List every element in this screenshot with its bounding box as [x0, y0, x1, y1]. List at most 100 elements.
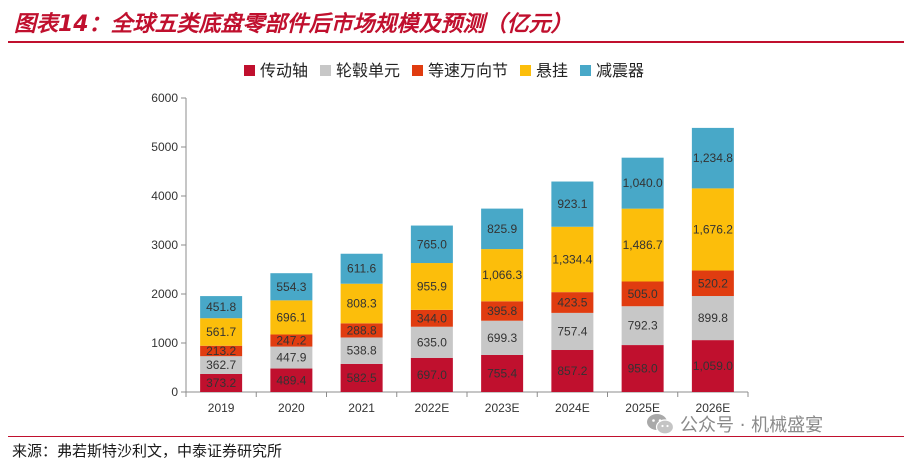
legend-item: 悬挂 [520, 61, 568, 80]
data-label: 825.9 [487, 222, 517, 236]
title-bar: 图表14：全球五类底盘零部件后市场规模及预测（亿元） [0, 0, 916, 40]
source-note: 来源：弗若斯特沙利文，中泰证券研究所 [12, 442, 283, 460]
legend-label: 等速万向节 [428, 61, 508, 80]
data-label: 538.8 [347, 344, 377, 358]
chart-legend: 传动轴 轮毂单元 等速万向节 悬挂 减震器 [244, 61, 644, 80]
data-label: 505.0 [628, 287, 658, 301]
bar-segment [621, 281, 664, 307]
data-label: 1,066.3 [482, 268, 522, 282]
x-tick-label: 2024E [555, 401, 590, 415]
legend-item: 轮毂单元 [320, 61, 400, 80]
bar-segment [340, 363, 383, 392]
legend-item: 等速万向节 [412, 61, 508, 80]
bar-segment [691, 270, 734, 297]
bar-segment [200, 373, 243, 392]
x-tick-label: 2025E [625, 401, 660, 415]
bar-segment [481, 320, 524, 355]
x-axis: 2019 2020 2021 2022E 2023E 2024E 2025E 2026E [185, 391, 749, 415]
bar-segment [340, 323, 383, 338]
data-label: 582.5 [347, 371, 377, 385]
legend-item: 减震器 [580, 61, 644, 80]
data-label: 1,676.2 [693, 222, 733, 236]
bar-segment [340, 337, 383, 364]
bar-segment [410, 225, 453, 264]
data-label: 1,334.4 [552, 252, 592, 266]
y-tick-label: 5000 [151, 140, 178, 154]
bar-segment [200, 296, 243, 319]
bar-segment [551, 292, 594, 313]
data-label: 373.2 [206, 376, 236, 390]
watermark: 公众号 · 机械盛宴 [646, 412, 823, 436]
watermark-text: 公众号 · 机械盛宴 [680, 415, 824, 436]
y-tick-label: 0 [171, 385, 178, 399]
legend-swatch [580, 65, 591, 76]
bar-segment [551, 181, 594, 227]
data-label: 1,234.8 [693, 151, 733, 165]
bar-segment [481, 208, 524, 250]
bar-segment [270, 300, 313, 335]
bar-stack: 958.0 792.3 505.0 1,486.7 1,040.0 [621, 157, 664, 392]
legend-label: 传动轴 [260, 61, 308, 80]
data-label: 395.8 [487, 304, 517, 318]
data-label: 611.6 [347, 262, 376, 276]
y-tick-label: 2000 [151, 287, 178, 301]
x-tick-label: 2019 [208, 401, 235, 415]
bar-segment [200, 356, 243, 374]
data-label: 699.3 [487, 331, 517, 345]
x-tick-label: 2026E [696, 401, 731, 415]
data-label: 213.2 [206, 344, 236, 358]
bar-segment [691, 296, 734, 341]
legend-label: 轮毂单元 [336, 61, 400, 80]
bar-segment [410, 357, 453, 392]
bar-segment [691, 188, 734, 271]
data-label: 755.4 [487, 366, 517, 380]
figure-title: 图表14：全球五类底盘零部件后市场规模及预测（亿元） [14, 12, 573, 37]
bar-stack: 1,059.0 899.8 520.2 1,676.2 1,234.8 [691, 127, 734, 392]
y-tick-label: 4000 [151, 189, 178, 203]
data-label: 757.4 [557, 324, 587, 338]
legend-label: 悬挂 [536, 61, 568, 80]
wechat-icon [647, 414, 674, 435]
bar-segment [200, 345, 243, 357]
bar-segment [200, 318, 243, 346]
data-label: 765.0 [417, 237, 447, 251]
data-label: 1,040.0 [623, 176, 663, 190]
bar-segment [621, 157, 664, 209]
data-label: 958.0 [628, 362, 658, 376]
bar-segment [270, 346, 313, 369]
data-label: 344.0 [417, 311, 447, 325]
footer-rule [8, 436, 904, 437]
legend-label: 减震器 [596, 61, 644, 80]
data-label: 923.1 [557, 197, 587, 211]
legend-item: 传动轴 [244, 61, 308, 80]
x-tick-label: 2021 [348, 401, 375, 415]
bar-stack: 489.4 447.9 247.2 696.1 554.3 [270, 273, 313, 392]
x-tick-label: 2023E [485, 401, 520, 415]
legend-swatch [320, 65, 331, 76]
data-label: 489.4 [276, 373, 306, 387]
bar-segment [270, 273, 313, 301]
bar-segment [410, 309, 453, 327]
bar-segment [481, 249, 524, 302]
data-label: 423.5 [557, 296, 587, 310]
bar-segment [481, 301, 524, 321]
bar-stack: 582.5 538.8 288.8 808.3 611.6 [340, 253, 383, 392]
bar-stack: 697.0 635.0 344.0 955.9 765.0 [410, 225, 453, 392]
bar-segment [691, 340, 734, 392]
bar-segment [691, 127, 734, 189]
bar-stack: 857.2 757.4 423.5 1,334.4 923.1 [551, 181, 594, 392]
data-label: 808.3 [347, 297, 377, 311]
bar-segment [551, 350, 594, 392]
data-label: 451.8 [206, 300, 236, 314]
data-label: 288.8 [347, 323, 377, 337]
x-tick-label: 2022E [415, 401, 450, 415]
legend-swatch [412, 65, 423, 76]
data-label: 1,486.7 [623, 238, 663, 252]
data-label: 696.1 [276, 310, 306, 324]
data-label: 792.3 [628, 319, 658, 333]
y-tick-label: 6000 [151, 91, 178, 105]
data-label: 697.0 [417, 368, 447, 382]
bar-segment [340, 283, 383, 324]
